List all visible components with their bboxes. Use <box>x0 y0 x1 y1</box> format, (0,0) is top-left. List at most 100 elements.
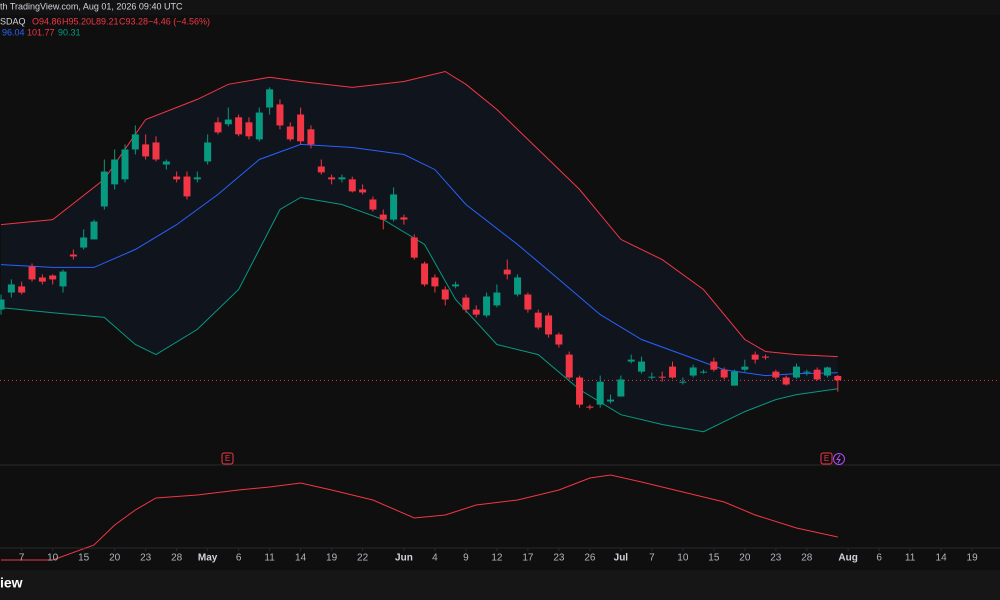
candle-body <box>741 366 749 370</box>
candle-body <box>111 159 119 185</box>
earnings-icon[interactable] <box>820 452 833 465</box>
x-tick-label: 23 <box>553 553 565 564</box>
candle-body <box>669 366 677 378</box>
candle-body <box>524 294 532 310</box>
candle-body <box>400 217 408 220</box>
x-tick-label: 20 <box>739 553 751 564</box>
candle-body <box>245 122 253 137</box>
candle-body <box>69 254 77 257</box>
x-tick-label: 10 <box>47 553 59 564</box>
candle-body <box>823 367 831 376</box>
candle-body <box>348 179 356 192</box>
dividend-icon[interactable] <box>833 453 845 465</box>
candle-body <box>266 89 274 108</box>
candle-body <box>462 297 470 310</box>
x-tick-label: 7 <box>19 553 25 564</box>
candle-body <box>493 292 501 306</box>
candle-body <box>379 214 387 220</box>
x-tick-label: Jun <box>395 553 413 564</box>
x-tick-label: 28 <box>801 553 813 564</box>
line-series <box>0 196 838 433</box>
candle-body <box>555 334 563 345</box>
candle-body <box>792 366 800 378</box>
earnings-label[interactable]: E <box>225 454 230 463</box>
x-tick-label: 28 <box>171 553 183 564</box>
x-tick-label: 14 <box>936 553 948 564</box>
x-tick-label: 9 <box>463 553 469 564</box>
candle-body <box>390 194 398 220</box>
candle-body <box>596 381 604 405</box>
candle-body <box>49 275 57 280</box>
candle-body <box>421 263 429 285</box>
candle-body <box>565 354 573 378</box>
candle-body <box>751 354 759 360</box>
x-tick-label: 15 <box>78 553 90 564</box>
close-value: C93.28 <box>119 16 148 26</box>
x-tick-label: 20 <box>109 553 121 564</box>
logo[interactable]: iew <box>0 575 23 591</box>
candle-body <box>28 266 36 280</box>
candle-body <box>452 284 460 287</box>
x-tick-label: 26 <box>584 553 596 564</box>
candle-body <box>307 129 315 145</box>
x-tick-label: 14 <box>295 553 307 564</box>
candle-body <box>7 284 15 293</box>
candle-body <box>100 171 108 207</box>
candle-body <box>586 406 594 408</box>
candle-body <box>410 237 418 258</box>
candle-body <box>689 367 697 376</box>
candle-body <box>152 142 160 160</box>
candle-body <box>328 177 336 180</box>
candle-body <box>617 379 625 397</box>
candle-body <box>803 371 811 373</box>
candle-body <box>38 277 46 282</box>
line-series <box>1 474 838 561</box>
candle-body <box>204 142 212 162</box>
band-fill <box>1 71 838 432</box>
source-text: th TradingView.com, Aug 01, 2026 09:40 U… <box>0 1 183 11</box>
candle-body <box>369 199 377 210</box>
candle-body <box>131 134 139 150</box>
x-tick-label: Aug <box>838 553 857 564</box>
candle-body <box>142 144 150 157</box>
x-tick-label: 6 <box>236 553 242 564</box>
bottom-bar <box>0 570 1000 600</box>
x-tick-label: 19 <box>326 553 338 564</box>
candle-body <box>297 114 305 142</box>
line-series <box>0 70 838 358</box>
candle-body <box>658 376 666 378</box>
candle-body <box>472 309 480 315</box>
candle-body <box>782 377 790 385</box>
x-tick-label: 11 <box>905 553 916 564</box>
candle-body <box>276 104 284 126</box>
candle-body <box>514 277 522 295</box>
candle-body <box>80 237 88 248</box>
candle-body <box>761 356 769 358</box>
basis-value: 96.04 <box>2 27 25 37</box>
x-tick-label: 4 <box>432 553 438 564</box>
candle-body <box>317 166 325 173</box>
candle-body <box>720 369 728 378</box>
lower-value: 90.31 <box>58 27 81 37</box>
change-value: −4.46 (−4.56%) <box>148 16 210 26</box>
x-tick-label: 6 <box>876 553 882 564</box>
candle-body <box>627 359 635 362</box>
x-tick-label: 10 <box>677 553 689 564</box>
x-tick-label: 17 <box>522 553 534 564</box>
candle-body <box>731 371 739 386</box>
candle-body <box>576 377 584 405</box>
candle-body <box>710 361 718 370</box>
candle-body <box>255 112 263 140</box>
earnings-label[interactable]: E <box>824 454 829 463</box>
candle-body <box>183 176 191 197</box>
candle-body <box>18 286 26 293</box>
earnings-icon[interactable] <box>221 452 234 465</box>
legend: SDAQ O94.86 H95.20 L89.21 C93.28 −4.46 (… <box>0 16 210 37</box>
x-tick-label: 15 <box>708 553 720 564</box>
candle-body <box>431 277 439 287</box>
candle-body <box>338 177 346 180</box>
symbol: SDAQ <box>0 16 26 26</box>
upper-value: 101.77 <box>27 27 55 37</box>
